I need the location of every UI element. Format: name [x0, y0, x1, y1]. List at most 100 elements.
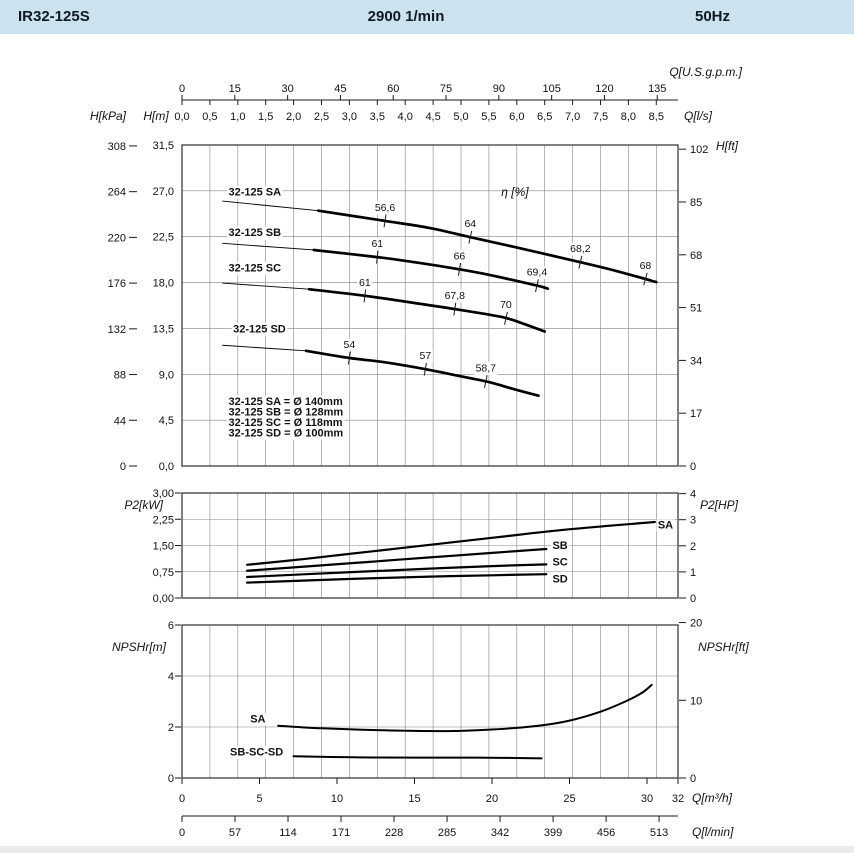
chart-text: Q[l/s]: [684, 109, 713, 123]
chart-text: 32-125 SB = Ø 128mm: [229, 406, 344, 418]
chart-text: 13,5: [153, 323, 174, 335]
chart-text: 4,5: [425, 111, 440, 123]
pump-speed: 2900 1/min: [367, 8, 445, 25]
chart-text: 399: [544, 827, 562, 839]
title-bar: 2900 1/min IR32-125S 50Hz: [0, 0, 854, 34]
chart-text: 105: [542, 83, 560, 95]
curve-32-125-SB: [312, 248, 550, 291]
chart-text: 6,0: [509, 111, 524, 123]
chart-text: 70: [500, 299, 512, 311]
chart-text: 7,0: [565, 111, 580, 123]
label-backing: [638, 259, 653, 273]
label-backing: [227, 426, 345, 440]
chart-text: 2,0: [286, 111, 301, 123]
chart-text: 56,6: [375, 202, 396, 214]
chart-text: 171: [332, 827, 350, 839]
chart-text: 5,0: [453, 111, 468, 123]
chart-text: 32-125 SD = Ø 100mm: [229, 427, 344, 439]
label-backing: [369, 237, 385, 251]
label-backing: [656, 519, 675, 533]
chart-text: 4: [690, 489, 696, 501]
chart-text: 25: [563, 793, 575, 805]
chart-text: 58,7: [476, 362, 497, 374]
chart-text: 67,8: [445, 290, 466, 302]
label-backing: [227, 405, 345, 419]
chart-text: 3,5: [370, 111, 385, 123]
chart-text: 69,4: [527, 267, 548, 279]
chart-text: 0,00: [153, 593, 174, 605]
chart-text: 0,5: [202, 111, 217, 123]
chart-text: SB-SC-SD: [230, 747, 283, 759]
chart-text: 176: [108, 278, 126, 290]
chart-text: H[m]: [143, 109, 169, 123]
chart-text: 75: [440, 83, 452, 95]
chart-text: 27,0: [153, 186, 174, 198]
curve-SC: [246, 563, 548, 579]
chart-text: 18,0: [153, 278, 174, 290]
chart-text: 3,00: [153, 488, 174, 500]
chart-text: 6: [168, 620, 174, 632]
chart-text: H[kPa]: [90, 109, 127, 123]
frequency: 50Hz: [695, 8, 731, 25]
chart-text: 0: [179, 793, 185, 805]
chart-text: 3: [690, 515, 696, 527]
chart-text: 4,0: [398, 111, 413, 123]
label-backing: [550, 572, 570, 586]
curve-SB-SC-SD: [292, 755, 543, 760]
chart-text: 0: [179, 83, 185, 95]
chart-text: SA: [250, 713, 265, 725]
chart-text: 88: [114, 370, 126, 382]
pump-model: IR32-125S: [18, 8, 90, 25]
chart-text: 22,5: [153, 232, 174, 244]
chart-text: 60: [387, 83, 399, 95]
curve-SD: [246, 573, 548, 584]
curve-SA: [277, 683, 653, 733]
chart-text: 10: [331, 793, 343, 805]
chart-text: 1,50: [153, 541, 174, 553]
label-backing: [227, 226, 283, 240]
label-backing: [443, 289, 467, 303]
chart-text: 8,0: [621, 111, 636, 123]
chart-text: Q[l/min]: [692, 825, 734, 839]
chart-text: 32-125 SA = Ø 140mm: [229, 396, 343, 408]
chart-text: 0: [179, 827, 185, 839]
chart-text: 2: [168, 722, 174, 734]
chart-text: 102: [690, 144, 708, 156]
chart-text: 0: [690, 461, 696, 473]
chart-text: 32-125 SA: [229, 186, 282, 198]
chart-text: 114: [279, 827, 297, 839]
label-backing: [452, 249, 467, 263]
chart-text: P2[HP]: [700, 498, 739, 512]
chart-text: 57: [420, 350, 432, 362]
label-backing: [248, 712, 268, 726]
chart-text: 3,0: [342, 111, 357, 123]
chart-text: 32: [672, 793, 684, 805]
chart-text: 4: [168, 671, 174, 683]
chart-text: 66: [454, 250, 466, 262]
label-backing: [227, 395, 345, 409]
chart-text: 5: [256, 793, 262, 805]
label-backing: [498, 298, 514, 312]
label-backing: [550, 555, 570, 569]
chart-text: 0,0: [174, 111, 189, 123]
chart-text: 6,5: [537, 111, 552, 123]
chart-text: 4,5: [159, 415, 174, 427]
chart-text: 20: [486, 793, 498, 805]
chart-text: 45: [334, 83, 346, 95]
chart-text: 68,2: [570, 243, 591, 255]
chart-text: 20: [690, 618, 702, 630]
label-backing: [357, 276, 373, 290]
chart-text: 34: [690, 355, 702, 367]
chart-text: 5,5: [481, 111, 496, 123]
label-backing: [228, 746, 285, 760]
chart-text: NPSHr[ft]: [698, 640, 749, 654]
chart-text: NPSHr[m]: [112, 640, 167, 654]
label-backing: [231, 323, 288, 337]
chart-text: 1: [690, 567, 696, 579]
chart-text: 0: [690, 593, 696, 605]
chart-text: 44: [114, 415, 126, 427]
chart-text: 132: [108, 324, 126, 336]
chart-text: SB: [552, 540, 567, 552]
chart-text: SD: [552, 573, 567, 585]
